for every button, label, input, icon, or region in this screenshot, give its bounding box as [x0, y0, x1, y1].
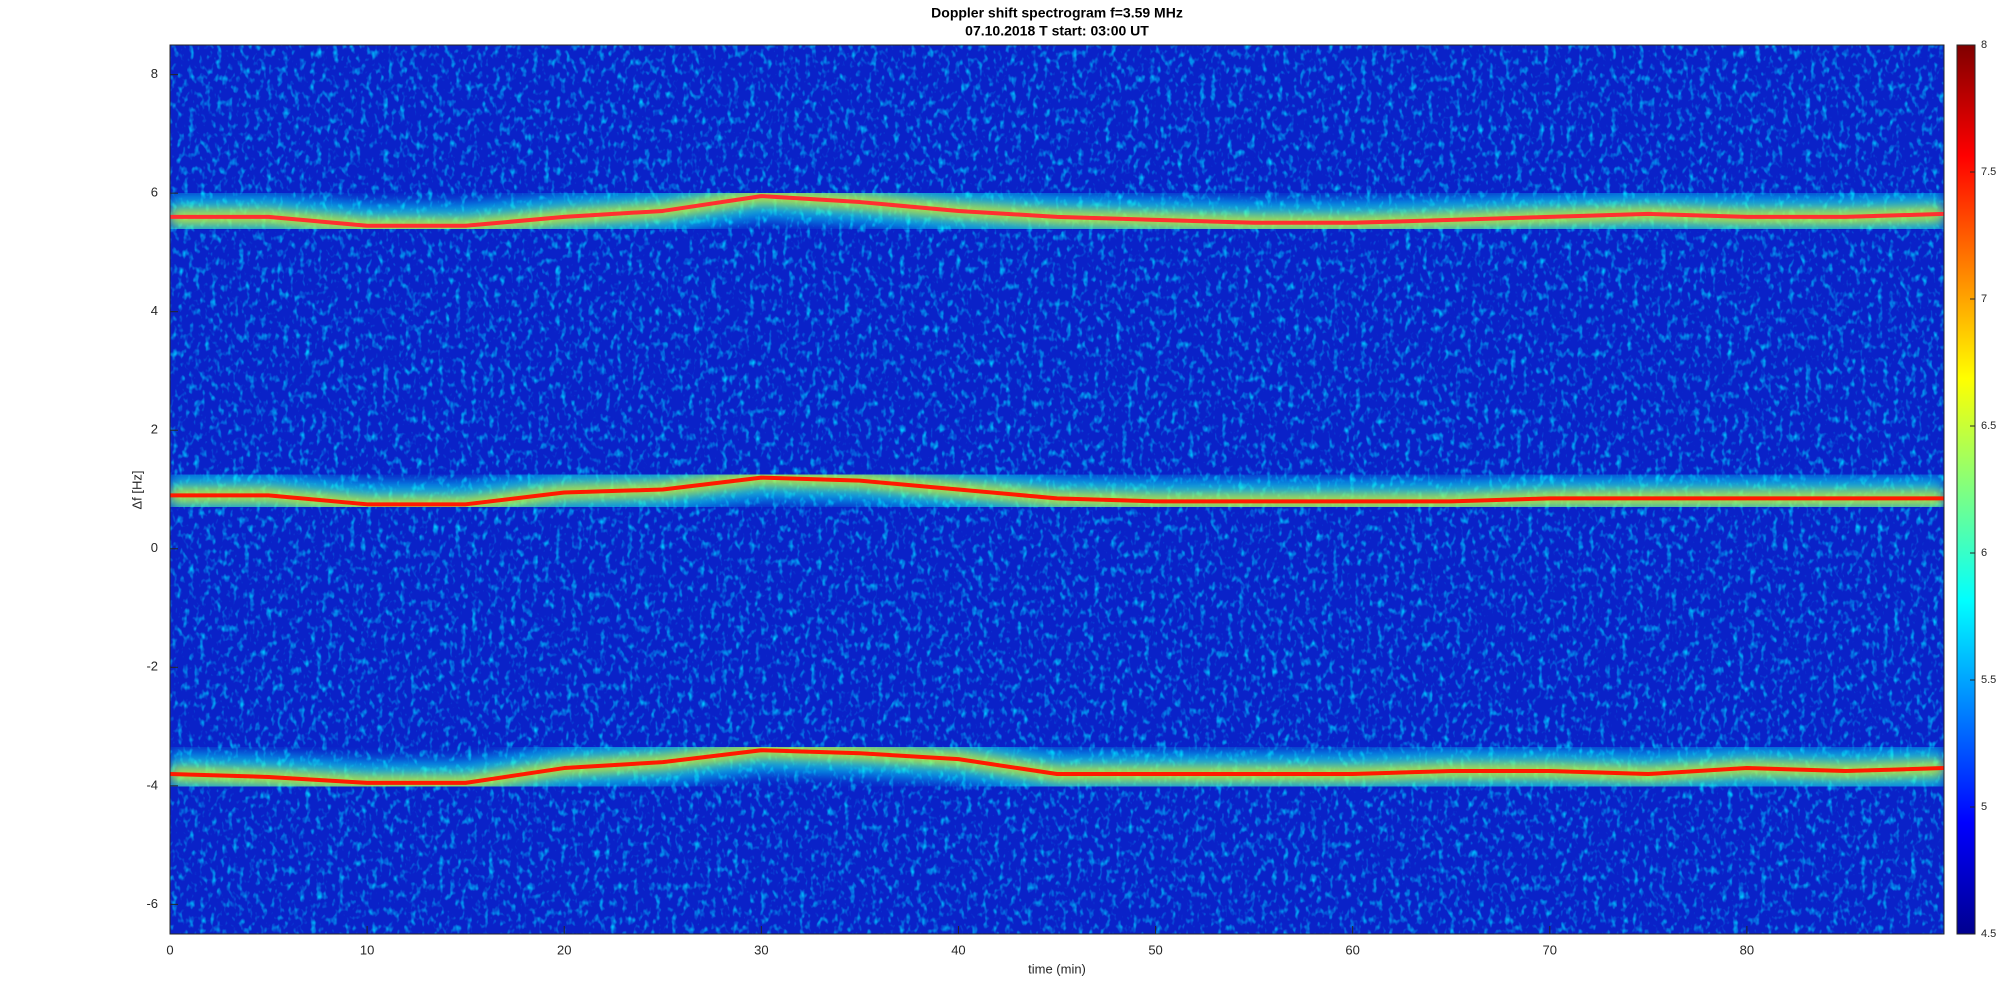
y-tick-label: 2	[151, 422, 158, 437]
colorbar-tick-label: 8	[1981, 39, 1987, 51]
axes-box	[169, 44, 1945, 935]
y-tick-label: 0	[151, 540, 158, 555]
y-tick-label: 6	[151, 185, 158, 200]
y-tick-label: -2	[146, 659, 158, 674]
chart-title: Doppler shift spectrogram f=3.59 MHz	[931, 5, 1183, 21]
colorbar-tick-label: 6	[1981, 547, 1987, 559]
colorbar-tick-label: 5	[1981, 801, 1987, 813]
x-tick-label: 40	[951, 942, 965, 957]
x-tick-label: 10	[360, 942, 374, 957]
y-axis-label: Δf [Hz]	[129, 470, 144, 509]
x-tick-label: 60	[1345, 942, 1359, 957]
colorbar-tick-label: 7.5	[1981, 166, 1996, 178]
colorbar	[1957, 45, 1975, 934]
y-tick-label: -4	[146, 777, 158, 792]
trace	[170, 748, 1944, 785]
x-tick-label: 0	[166, 942, 173, 957]
x-tick-label: 20	[557, 942, 571, 957]
colorbar-tick-label: 7	[1981, 293, 1987, 305]
x-tick-label: 70	[1543, 942, 1557, 957]
colorbar-tick-label: 5.5	[1981, 674, 1996, 686]
y-tick-label: 4	[151, 303, 158, 318]
trace	[170, 194, 1944, 228]
x-tick-label: 30	[754, 942, 768, 957]
colorbar-box	[1956, 44, 1976, 935]
colorbar-tick-label: 4.5	[1981, 928, 1996, 940]
x-tick-label: 50	[1148, 942, 1162, 957]
y-tick-label: 8	[151, 66, 158, 81]
trace	[170, 475, 1944, 507]
x-axis-label: time (min)	[1028, 961, 1086, 976]
plot-area	[170, 45, 1944, 934]
chart-subtitle: 07.10.2018 T start: 03:00 UT	[965, 23, 1149, 39]
x-tick-label: 80	[1740, 942, 1754, 957]
colorbar-tick-label: 6.5	[1981, 420, 1996, 432]
y-tick-label: -6	[146, 896, 158, 911]
